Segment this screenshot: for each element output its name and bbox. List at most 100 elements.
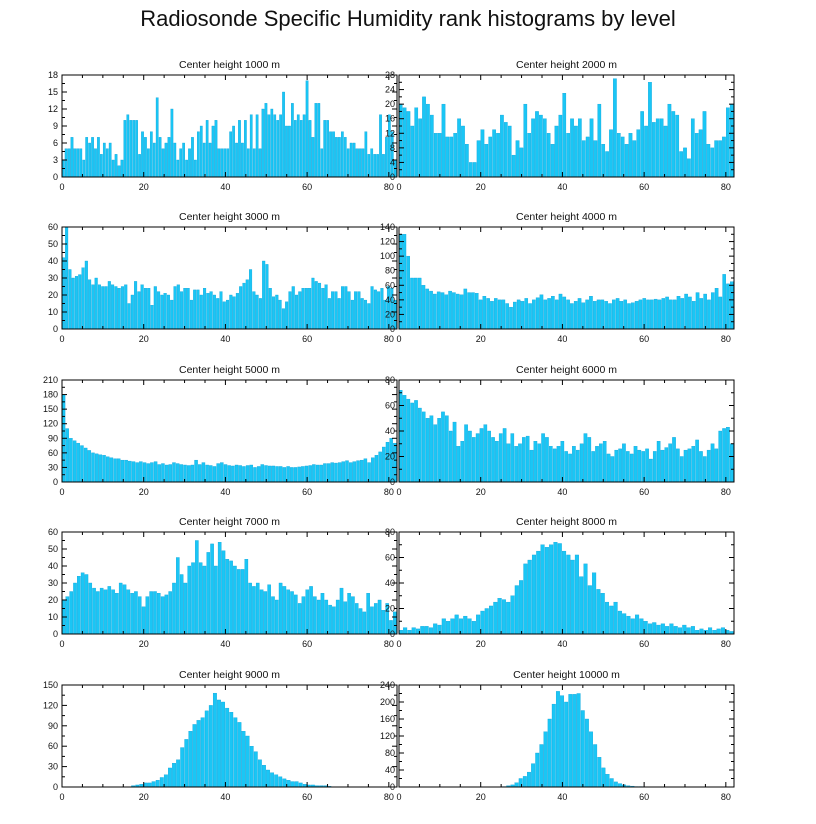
histogram-bar xyxy=(185,159,188,178)
histogram-bar xyxy=(242,282,246,330)
histogram-bar xyxy=(532,299,536,330)
x-tick-label: 60 xyxy=(302,639,312,649)
histogram-bar xyxy=(65,596,70,635)
histogram-bar xyxy=(589,731,593,788)
histogram-bar xyxy=(398,629,403,635)
x-tick-label: 20 xyxy=(476,639,486,649)
y-tick-label: 60 xyxy=(385,280,395,290)
histogram-bar xyxy=(225,559,230,635)
histogram-bar xyxy=(527,771,531,788)
histogram-bar xyxy=(149,131,153,178)
histogram-bar xyxy=(613,78,617,178)
histogram-bar xyxy=(360,459,364,483)
histogram-bar xyxy=(324,599,329,635)
histogram-bar xyxy=(363,458,368,483)
histogram-bar xyxy=(315,464,320,483)
x-tick-label: 0 xyxy=(396,334,401,344)
histogram-bar xyxy=(448,430,453,483)
histogram-bar xyxy=(492,129,496,178)
histogram-bar xyxy=(120,459,125,483)
histogram-bar xyxy=(490,301,494,330)
histogram-bar xyxy=(578,118,582,178)
histogram-bar xyxy=(274,774,279,788)
histogram-bar xyxy=(285,125,288,178)
histogram-bar xyxy=(248,582,252,635)
histogram-bar xyxy=(238,120,241,178)
histogram-bar xyxy=(544,547,549,635)
histogram-bar xyxy=(543,299,548,330)
x-tick-label: 60 xyxy=(639,487,649,497)
histogram-bar xyxy=(265,264,269,330)
histogram-bar xyxy=(252,586,256,635)
histogram-bar xyxy=(114,154,118,178)
histogram-bar xyxy=(425,418,430,483)
histogram-bar xyxy=(259,589,264,635)
histogram-bar xyxy=(349,142,353,178)
histogram-bar xyxy=(179,464,184,483)
histogram-bar xyxy=(249,114,253,178)
histogram-bar xyxy=(421,285,426,330)
histogram-bar xyxy=(533,441,538,483)
histogram-bar xyxy=(145,596,150,635)
histogram-bar xyxy=(627,303,631,330)
histogram-bar xyxy=(323,463,327,483)
histogram-bar xyxy=(488,136,493,178)
y-tick-label: 40 xyxy=(48,256,58,266)
histogram-bar xyxy=(722,428,726,483)
histogram-bar xyxy=(305,589,310,635)
histogram-bar xyxy=(591,451,595,483)
histogram-bar xyxy=(687,448,692,483)
histogram-bar xyxy=(78,274,82,330)
histogram-bar xyxy=(68,269,72,330)
histogram-bar xyxy=(448,290,452,330)
histogram-bar xyxy=(282,91,285,178)
histogram-bar xyxy=(321,288,325,330)
histogram-bar xyxy=(482,296,487,330)
histogram-bar xyxy=(608,303,612,330)
histogram-bar xyxy=(244,559,249,635)
histogram-bar xyxy=(249,269,253,330)
histogram-bar xyxy=(703,456,707,483)
histogram-bar xyxy=(720,627,725,635)
histogram-bar xyxy=(202,142,206,178)
histogram-bar xyxy=(514,446,518,483)
histogram-bar xyxy=(684,293,688,330)
histogram-bar xyxy=(370,148,374,178)
x-tick-label: 20 xyxy=(139,334,149,344)
histogram-bar xyxy=(335,599,340,635)
histogram-bar xyxy=(585,136,590,178)
histogram-bar xyxy=(637,449,642,483)
histogram-bar xyxy=(301,466,305,483)
x-tick-label: 60 xyxy=(302,487,312,497)
histogram-bar xyxy=(636,129,641,178)
histogram-bar xyxy=(244,120,247,178)
histogram-bar xyxy=(605,774,610,788)
histogram-bar xyxy=(562,550,567,635)
histogram-bar xyxy=(301,288,305,330)
histogram-bar xyxy=(308,465,312,483)
histogram-bar xyxy=(209,291,213,330)
histogram-bar xyxy=(722,136,726,178)
x-tick-label: 0 xyxy=(59,334,64,344)
histogram-bar xyxy=(503,122,508,178)
histogram-bar xyxy=(484,608,489,635)
histogram-bar xyxy=(122,584,127,635)
histogram-bar xyxy=(246,148,250,178)
histogram-bar xyxy=(103,589,108,635)
histogram-bar xyxy=(568,694,573,788)
histogram-bar xyxy=(699,628,704,635)
histogram-bar xyxy=(354,603,359,635)
histogram-bar xyxy=(655,118,660,178)
histogram-bar xyxy=(673,626,678,635)
histogram-bar xyxy=(276,120,280,178)
histogram-bar xyxy=(703,293,707,330)
histogram-bar xyxy=(714,140,718,178)
histogram-bar xyxy=(420,626,425,635)
histogram-bar xyxy=(483,424,488,483)
histogram-bar xyxy=(722,274,726,330)
y-tick-label: 80 xyxy=(385,527,395,537)
histogram-bar xyxy=(695,292,700,330)
histogram-bar xyxy=(216,298,220,330)
histogram-bar xyxy=(552,448,557,483)
histogram-bar xyxy=(311,137,315,178)
